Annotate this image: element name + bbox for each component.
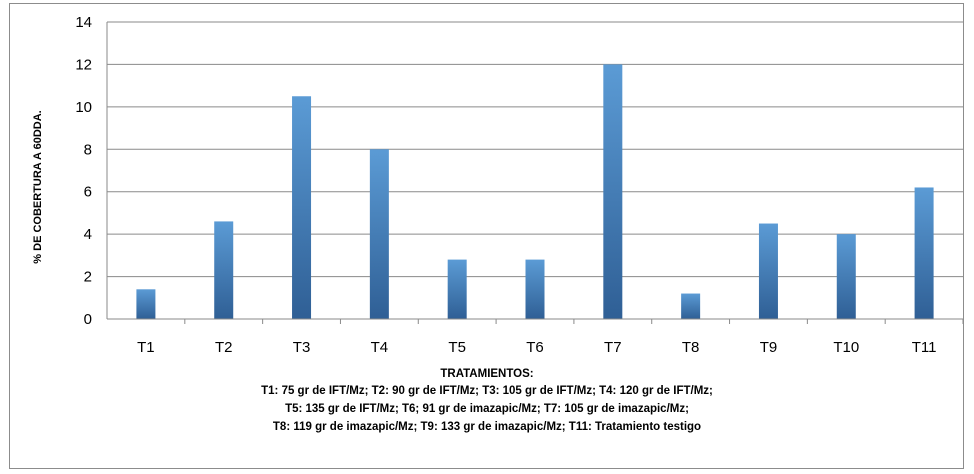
x-tick-label: T8 bbox=[682, 339, 700, 356]
y-tick-label: 8 bbox=[84, 141, 92, 158]
x-tick-label: T3 bbox=[293, 339, 311, 356]
x-tick-label: T6 bbox=[526, 339, 544, 356]
gridlines bbox=[107, 21, 963, 278]
bar-t8 bbox=[681, 293, 701, 319]
y-tick-label: 2 bbox=[84, 269, 92, 286]
x-axis-title: TRATAMIENTOS: bbox=[440, 368, 534, 380]
y-tick-label: 6 bbox=[84, 184, 92, 201]
axes bbox=[106, 22, 964, 324]
bar-t1 bbox=[136, 289, 156, 319]
y-tick-label: 10 bbox=[75, 99, 92, 116]
y-tick-label: 4 bbox=[84, 226, 92, 243]
bar-t3 bbox=[292, 96, 312, 319]
tick-labels: 0 2 4 6 8 10 12 14 T1 T2 T3 T4 T5 T6 T7 T8 T9 T10 T11 bbox=[75, 14, 936, 356]
y-axis-title: % DE COBERTURA A 60DDA. bbox=[32, 110, 44, 263]
x-tick-label: T1 bbox=[137, 339, 155, 356]
y-tick-label: 14 bbox=[75, 14, 92, 31]
x-tick-label: T9 bbox=[760, 339, 778, 356]
bar-t6 bbox=[525, 259, 545, 319]
x-tick-label: T2 bbox=[215, 339, 233, 356]
bar-t5 bbox=[447, 259, 467, 319]
chart-frame bbox=[9, 3, 964, 469]
x-tick-label: T5 bbox=[448, 339, 466, 356]
bar-t7 bbox=[603, 64, 623, 319]
x-tick-label: T7 bbox=[604, 339, 622, 356]
bars bbox=[136, 64, 934, 319]
bar-t2 bbox=[214, 221, 234, 319]
x-axis-legend-line-2: T5: 135 gr de IFT/Mz; T6; 91 gr de imaza… bbox=[285, 403, 689, 415]
y-tick-label: 12 bbox=[75, 56, 92, 73]
y-tick-label: 0 bbox=[84, 311, 92, 328]
bar-t4 bbox=[369, 149, 389, 319]
bar-t10 bbox=[836, 234, 856, 319]
bar-t11 bbox=[914, 187, 934, 319]
x-axis-legend-line-3: T8: 119 gr de imazapic/Mz; T9: 133 gr de… bbox=[272, 421, 702, 433]
x-tick-label: T4 bbox=[371, 339, 389, 356]
x-axis-legend-line-1: T1: 75 gr de IFT/Mz; T2: 90 gr de IFT/Mz… bbox=[261, 385, 713, 397]
x-tick-label: T11 bbox=[912, 339, 937, 356]
x-tick-label: T10 bbox=[833, 339, 859, 356]
bar-t9 bbox=[758, 223, 778, 319]
